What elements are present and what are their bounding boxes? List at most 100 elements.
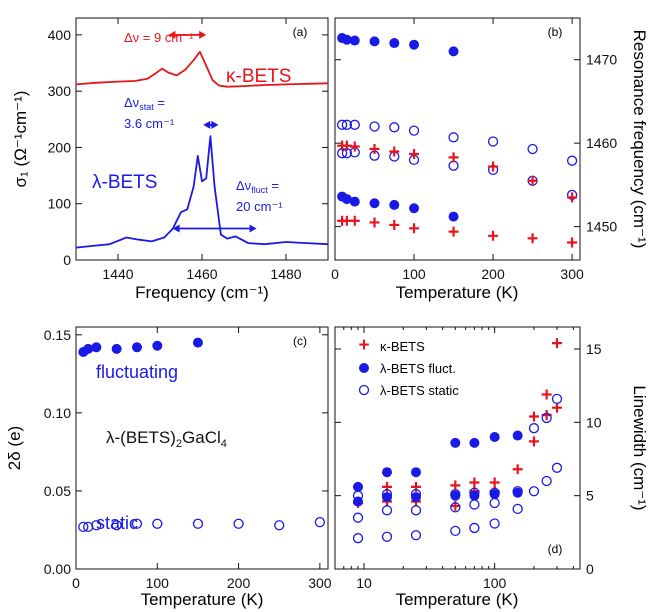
panel-d-frame — [334, 326, 581, 570]
panel-d-point-plus — [528, 436, 539, 447]
panel-b-point-open — [349, 119, 360, 130]
panel-b-point-plus — [349, 141, 360, 152]
delta-nu-fluct-value: 20 cm⁻¹ — [236, 199, 283, 214]
panel-b-point-filled — [349, 35, 360, 46]
panel-a-ylabel: σ₁ (Ω⁻¹cm⁻¹) — [11, 91, 30, 188]
panel-c-point-filled — [111, 343, 122, 354]
panel-d-point-open — [381, 489, 393, 500]
panel-b-point-plus — [527, 175, 538, 186]
panel-c-label: (c) — [293, 334, 307, 348]
panel-d-point-open — [489, 497, 500, 509]
panel-b-point-plus — [369, 144, 380, 155]
panel-b-xtick-label: 0 — [331, 266, 339, 282]
panel-b-point-plus — [389, 219, 400, 230]
panel-d-point-filled — [381, 467, 392, 478]
delta-nu-stat-value: 3.6 cm⁻¹ — [124, 116, 175, 131]
panel-a-xtick-label: 1440 — [102, 266, 133, 282]
panel-d-point-filled — [353, 481, 364, 492]
panel-c-point-open — [152, 518, 163, 529]
panel-d-point-plus — [450, 480, 461, 491]
panel-b-point-plus — [369, 217, 380, 228]
panel-b-point-open — [566, 155, 578, 166]
delta-nu-fluct-symbol: Δν — [236, 178, 251, 193]
panel-b-point-plus — [409, 149, 420, 160]
panel-a-ytick-label: 400 — [48, 27, 72, 43]
panel-c-point-filled — [131, 342, 142, 353]
panel-d-xtick-label: 10 — [356, 575, 372, 591]
delta-nu-arrow-head-left — [168, 30, 176, 39]
panel-d-point-open — [469, 499, 480, 510]
panel-b-point-plus — [527, 233, 538, 244]
panel-b-point-filled — [341, 34, 352, 45]
panel-b-point-filled — [409, 203, 420, 214]
panel-d-point-open — [528, 423, 540, 434]
panel-c-xtick-label: 300 — [308, 575, 332, 591]
panel-b-point-filled — [369, 198, 380, 209]
panel-d-point-open — [450, 502, 461, 513]
panel-d-point-open — [512, 503, 523, 515]
panel-d-point-open — [352, 490, 364, 501]
panel-d-ytick-label: 5 — [586, 488, 594, 504]
delta-nu-stat-symbol: Δν — [124, 95, 139, 110]
panel-d-point-filled — [489, 432, 500, 442]
panel-b-point-filled — [341, 194, 352, 205]
panel-d-point-open — [489, 518, 500, 529]
panel-d: 10 100 0 5 10 15 — [334, 327, 602, 591]
delta-nu-fluct-subscript: fluct — [251, 185, 268, 195]
panel-c-point-open — [131, 518, 143, 529]
compound-formula-sub2: 4 — [221, 438, 227, 450]
delta-nu-fluct-arrow-head-right — [249, 224, 257, 233]
panel-d-point-filled — [512, 430, 523, 441]
panel-d-point-filled — [410, 467, 421, 478]
panel-c-ytick-label: 0.05 — [44, 483, 71, 499]
panel-c-ytick-label: 0.00 — [44, 561, 71, 577]
panel-d-point-filled — [410, 492, 421, 503]
panel-d-point-open — [528, 486, 540, 497]
panel-a-ytick-label: 300 — [48, 83, 72, 99]
panel-b-point-open — [389, 122, 400, 133]
panel-b-label: (b) — [548, 25, 563, 39]
panel-b-point-open — [448, 160, 459, 171]
panel-b-point-open — [408, 125, 420, 136]
panel-b-point-filled — [448, 46, 459, 57]
compound-formula-head: λ-(BETS) — [106, 428, 176, 447]
panel-d-ytick-label: 15 — [586, 341, 602, 357]
panel-a-xlabel: Frequency (cm⁻¹) — [135, 283, 269, 302]
panel-c-xtick-label: 0 — [72, 575, 80, 591]
panel-d-point-plus — [410, 481, 421, 492]
panel-b-point-filled — [349, 196, 360, 207]
panel-c-point-open — [83, 521, 94, 532]
panel-c-point-open — [78, 521, 89, 532]
panel-d-point-filled — [469, 437, 480, 448]
panel-c-ylabel: 2δ (e) — [5, 426, 24, 470]
panel-a-xtick-label: 1480 — [270, 266, 301, 282]
delta-nu-stat-arrow-head-right — [211, 120, 219, 129]
panel-b-point-plus — [389, 146, 400, 157]
panel-b-point-plus — [488, 161, 499, 172]
legend-entry-kappa: κ-BETS — [380, 339, 425, 354]
panel-b-ytick-label: 1470 — [586, 52, 617, 68]
panel-b-point-filled — [448, 211, 459, 222]
panel-b-point-plus — [448, 152, 459, 163]
panel-c-xtick-label: 100 — [146, 575, 170, 591]
panel-b-point-open — [341, 119, 353, 130]
panel-c-point-filled — [83, 343, 94, 354]
panel-c-frame — [75, 326, 329, 570]
panel-b-point-open — [336, 119, 348, 130]
panel-a-ytick-label: 100 — [48, 196, 72, 212]
delta-nu-fluct-label: Δνfluct = — [236, 178, 279, 195]
panel-b-point-filled — [389, 38, 400, 49]
panel-c: 0 100 200 300 0.00 0.05 0.10 0.15 — [44, 327, 332, 591]
panel-b-xtick-label: 100 — [402, 266, 426, 282]
panel-d-xtick-label: 100 — [483, 575, 507, 591]
static-label: static — [96, 513, 138, 533]
delta-nu-label: Δν = 9 cm⁻¹ — [124, 30, 194, 45]
panel-c-point-filled — [192, 337, 203, 348]
fluctuating-label: fluctuating — [96, 362, 178, 382]
panel-d-point-open — [512, 486, 523, 497]
panel-a-series-line — [75, 135, 329, 249]
legend: + κ-BETS λ-BETS fluct. λ-BETS static — [358, 335, 459, 398]
panel-c-ytick-label: 0.15 — [44, 327, 71, 343]
panel-d-xlabel: Temperature (K) — [396, 590, 519, 609]
